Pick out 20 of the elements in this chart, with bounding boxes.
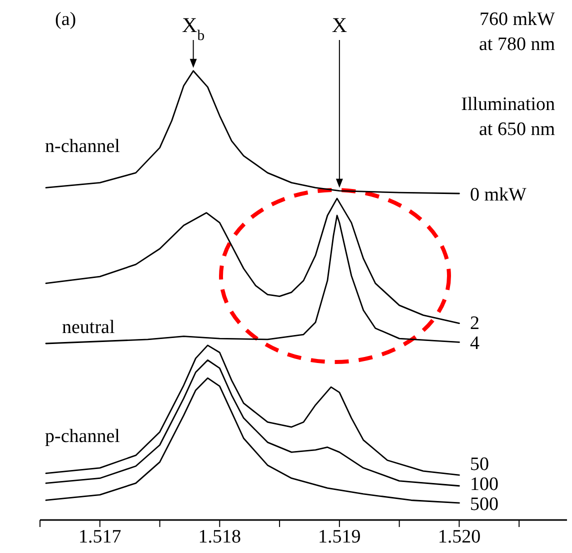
x-tick-label: 1.520 — [438, 526, 481, 548]
series-label: 500 — [470, 494, 498, 515]
annotation: X — [332, 13, 348, 37]
annotation: p-channel — [45, 426, 120, 447]
text: 760 mkW — [480, 9, 556, 30]
series-label: 100 — [470, 474, 498, 495]
annotation: X$_{b}$ — [182, 13, 205, 44]
annotation: at 650 nm — [479, 119, 556, 140]
series-label: 50 — [470, 454, 489, 475]
text: at 780 nm — [479, 34, 556, 55]
series-label: 2 — [470, 313, 480, 334]
x-tick-label: 1.519 — [318, 526, 361, 548]
annotation: Illumination — [461, 94, 556, 115]
series-label: 4 — [470, 333, 480, 354]
annotation: n-channel — [45, 136, 120, 157]
text: (a) — [55, 9, 76, 30]
annotation: neutral — [62, 317, 115, 338]
series-label: 0 mkW — [470, 184, 527, 206]
x-tick-label: 1.518 — [198, 526, 242, 548]
x-tick-label: 1.517 — [78, 526, 122, 548]
